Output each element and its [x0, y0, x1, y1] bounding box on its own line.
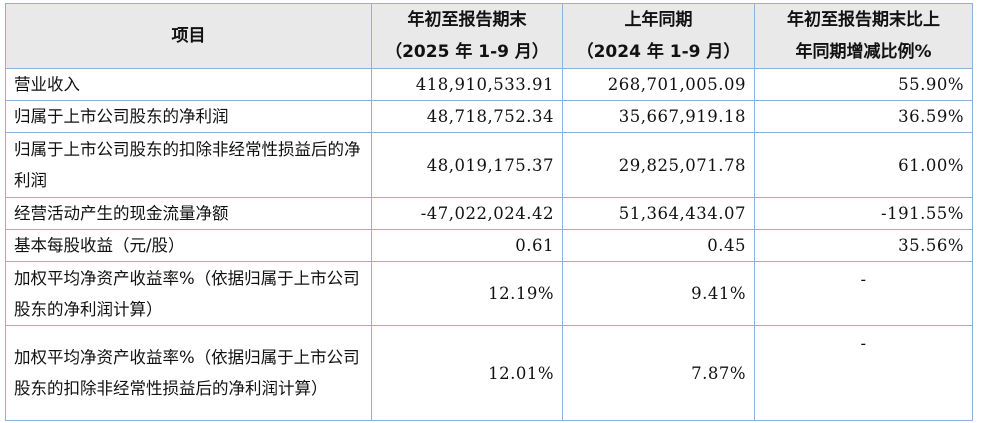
current-value: 48,718,752.34 [371, 100, 563, 133]
prior-value: 7.87% [562, 325, 755, 421]
prior-value: 9.41% [562, 261, 755, 326]
table-row: 加权平均净资产收益率%（依据归属于上市公司股东的净利润计算） 12.19% 9.… [5, 261, 973, 326]
current-value: 12.01% [371, 325, 563, 421]
prior-value: 51,364,434.07 [562, 197, 755, 230]
current-value: -47,022,024.42 [371, 197, 563, 230]
change-value: -191.55% [754, 197, 973, 230]
row-label: 加权平均净资产收益率%（依据归属于上市公司股东的扣除非经常性损益后的净利润计算） [5, 325, 372, 421]
change-value: 36.59% [754, 100, 973, 133]
current-value: 0.61 [371, 229, 563, 262]
row-label: 归属于上市公司股东的扣除非经常性损益后的净利润 [5, 132, 372, 198]
change-value: 55.90% [754, 68, 973, 101]
change-value: 61.00% [754, 132, 973, 198]
row-label: 基本每股收益（元/股） [5, 229, 372, 262]
prior-value: 268,701,005.09 [562, 68, 755, 101]
header-prior-period: 上年同期 （2024 年 1-9 月） [562, 3, 755, 69]
row-label: 加权平均净资产收益率%（依据归属于上市公司股东的净利润计算） [5, 261, 372, 326]
change-value: - [754, 261, 973, 326]
table-row: 基本每股收益（元/股） 0.61 0.45 35.56% [5, 229, 973, 262]
table-row: 加权平均净资产收益率%（依据归属于上市公司股东的扣除非经常性损益后的净利润计算）… [5, 325, 973, 421]
prior-value: 29,825,071.78 [562, 132, 755, 198]
header-row: 项目 年初至报告期末 （2025 年 1-9 月） 上年同期 （2024 年 1-9… [5, 3, 973, 69]
table-row: 归属于上市公司股东的净利润 48,718,752.34 35,667,919.1… [5, 100, 973, 133]
change-value: 35.56% [754, 229, 973, 262]
header-current-period: 年初至报告期末 （2025 年 1-9 月） [371, 3, 563, 69]
table-row: 营业收入 418,910,533.91 268,701,005.09 55.90… [5, 68, 973, 101]
current-value: 12.19% [371, 261, 563, 326]
financial-summary-table: 项目 年初至报告期末 （2025 年 1-9 月） 上年同期 （2024 年 1-9… [5, 3, 973, 421]
table-row: 归属于上市公司股东的扣除非经常性损益后的净利润 48,019,175.37 29… [5, 132, 973, 198]
current-value: 418,910,533.91 [371, 68, 563, 101]
prior-value: 35,667,919.18 [562, 100, 755, 133]
table-row: 经营活动产生的现金流量净额 -47,022,024.42 51,364,434.… [5, 197, 973, 230]
header-item: 项目 [5, 3, 372, 69]
header-change: 年初至报告期末比上 年同期增减比例% [754, 3, 973, 69]
current-value: 48,019,175.37 [371, 132, 563, 198]
row-label: 归属于上市公司股东的净利润 [5, 100, 372, 133]
change-value: - [754, 325, 973, 421]
row-label: 营业收入 [5, 68, 372, 101]
prior-value: 0.45 [562, 229, 755, 262]
row-label: 经营活动产生的现金流量净额 [5, 197, 372, 230]
